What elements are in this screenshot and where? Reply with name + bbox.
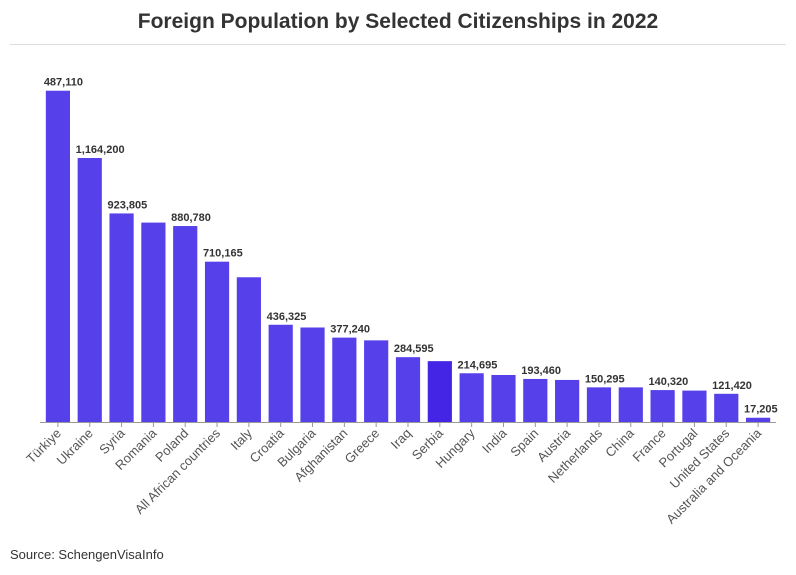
data-label-10: 377,240: [330, 324, 370, 336]
bar-21: [682, 390, 707, 422]
data-label-16: 193,460: [521, 365, 561, 377]
data-label-6: 710,165: [203, 248, 243, 260]
bar-5: [173, 226, 198, 422]
data-label-23: 17,205: [744, 404, 778, 416]
bar-18: [586, 387, 612, 422]
source-note: Source: SchengenVisaInfo: [10, 547, 164, 562]
bar-19: [618, 387, 643, 422]
bar-1: [45, 90, 71, 422]
data-label-3: 923,805: [107, 199, 147, 211]
bar-16: [523, 378, 548, 422]
bar-2: [77, 158, 102, 422]
x-tick-label-11: Greece: [342, 426, 383, 467]
bar-10: [332, 337, 357, 422]
bar-3: [109, 213, 134, 422]
bar-20: [650, 390, 675, 422]
title-divider: [10, 44, 786, 45]
data-label-8: 436,325: [267, 311, 307, 323]
data-label-5: 880,780: [171, 212, 211, 224]
bar-9: [300, 327, 325, 422]
bar-4: [141, 222, 166, 422]
data-label-12: 284,595: [394, 343, 434, 355]
bar-12: [395, 357, 421, 422]
data-label-14: 214,695: [458, 359, 498, 371]
data-label-2: 1,164,200: [76, 144, 125, 156]
x-tick-label-7: Italy: [228, 425, 256, 453]
bar-6: [204, 261, 230, 422]
data-label-18: 150,295: [585, 373, 625, 385]
x-tick-label-12: Iraq: [388, 426, 414, 452]
data-label-1: 487,110: [44, 77, 83, 89]
bar-15: [491, 374, 516, 422]
bar-chart: Türkiye487,110Ukraine1,164,200Syria923,8…: [23, 75, 779, 526]
bar-13: [427, 361, 452, 422]
bar-11: [364, 340, 389, 422]
bar-14: [459, 373, 484, 422]
x-tick-label-2: Ukraine: [54, 426, 96, 468]
bar-7: [236, 277, 261, 422]
data-label-22: 121,420: [712, 380, 752, 392]
data-label-20: 140,320: [649, 376, 689, 388]
bar-23: [745, 417, 771, 422]
bar-17: [555, 379, 580, 422]
chart-title: Foreign Population by Selected Citizensh…: [137, 10, 659, 33]
bar-22: [714, 393, 739, 422]
bar-8: [268, 324, 293, 422]
x-tick-label-15: India: [479, 425, 510, 456]
